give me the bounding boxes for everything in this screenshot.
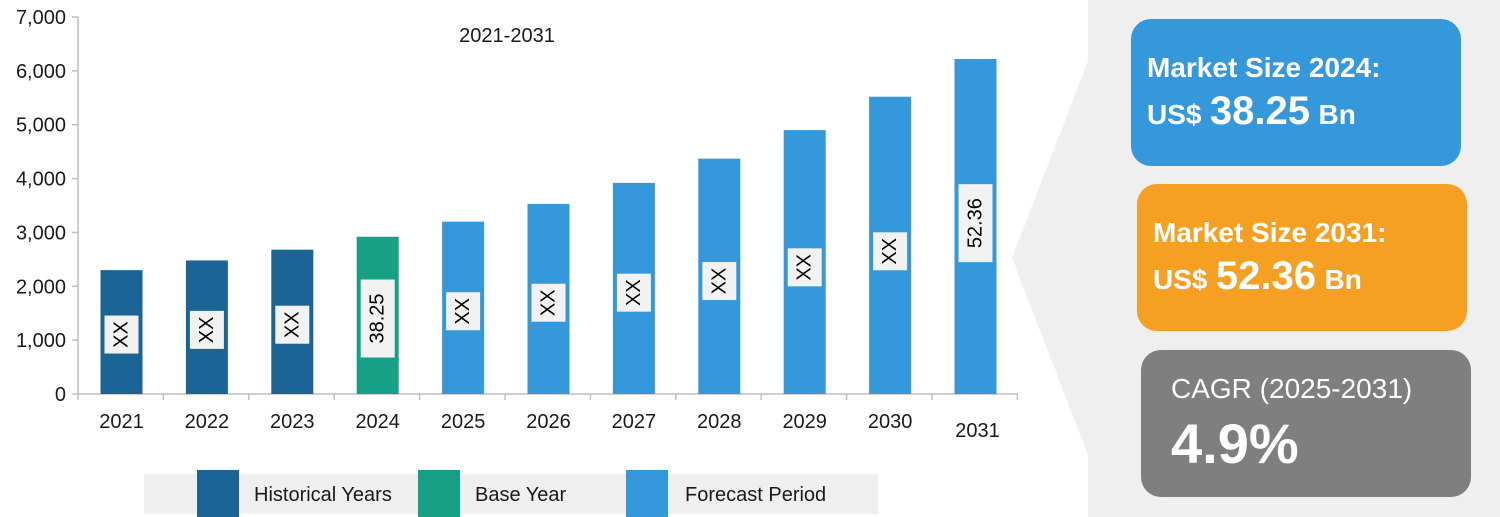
x-tick-label: 2031	[955, 420, 1000, 442]
x-tick-label: 2025	[441, 411, 486, 433]
legend-swatch-base	[418, 470, 460, 517]
legend-label-historical: Historical Years	[254, 484, 392, 506]
legend-background	[144, 474, 878, 514]
data-label-box	[360, 279, 395, 358]
x-tick-label: 2021	[99, 411, 144, 433]
data-label-box	[787, 248, 822, 287]
legend-label-base: Base Year	[475, 484, 567, 506]
bars-group: XX XX XX 38.25 XX XX XX XX XX XX 52.36	[100, 59, 997, 395]
market-size-2031-value: 52.36	[1215, 254, 1317, 298]
cagr-value: 4.9%	[1171, 412, 1299, 475]
chart-title: 2021-2031	[459, 25, 555, 47]
market-size-2024-value: 38.25	[1209, 89, 1311, 133]
x-tick-label: 2030	[868, 411, 913, 433]
x-tick-label: 2029	[782, 411, 827, 433]
data-label-box	[446, 292, 481, 331]
data-label: XX	[538, 289, 560, 316]
data-label-box	[958, 184, 993, 263]
y-axis: 0 1,000 2,000 3,000 4,000 5,000 6,000 7,000	[16, 7, 79, 406]
legend-swatch-forecast	[626, 470, 668, 517]
y-tick-label: 7,000	[16, 7, 66, 29]
legend-swatch-historical	[197, 470, 239, 517]
data-label: XX	[708, 268, 730, 295]
data-label: XX	[794, 254, 816, 281]
data-label-box	[189, 310, 224, 349]
data-label-box	[873, 232, 908, 271]
y-tick-label: 5,000	[16, 115, 66, 137]
data-label-box	[702, 262, 737, 301]
y-tick-label: 4,000	[16, 169, 66, 191]
y-tick-label: 0	[55, 384, 66, 406]
x-tick-label: 2023	[270, 411, 315, 433]
data-label: XX	[452, 298, 474, 325]
data-label: XX	[879, 238, 901, 265]
data-label: 52.36	[965, 198, 987, 248]
market-size-2031-card: Market Size 2031: US$ 52.36 Bn	[1137, 184, 1467, 331]
data-label-box	[531, 283, 566, 322]
cagr-title: CAGR (2025-2031)	[1171, 373, 1413, 404]
x-tick-label: 2028	[697, 411, 742, 433]
market-size-2024-title: Market Size 2024:	[1147, 52, 1381, 83]
chart-legend: Historical Years Base Year Forecast Period	[144, 470, 878, 517]
data-label-box	[104, 315, 139, 354]
data-label: XX	[623, 279, 645, 306]
y-tick-label: 3,000	[16, 222, 66, 244]
market-size-2031-currency: US$	[1153, 264, 1208, 295]
market-size-2024-card: Market Size 2024: US$ 38.25 Bn	[1131, 19, 1461, 166]
market-size-2031-title: Market Size 2031:	[1153, 217, 1387, 248]
data-label: XX	[281, 311, 303, 338]
y-tick-label: 2,000	[16, 276, 66, 298]
x-tick-label: 2024	[355, 411, 400, 433]
cagr-card: CAGR (2025-2031) 4.9%	[1141, 350, 1471, 497]
x-tick-label: 2022	[185, 411, 230, 433]
data-label: XX	[196, 317, 218, 344]
x-axis: 2021 2022 2023 2024 2025 2026 2027 2028 2029 2030…	[77, 393, 1019, 442]
market-size-2031-value-line: US$ 52.36 Bn	[1153, 254, 1467, 299]
data-label: XX	[111, 321, 133, 348]
data-label-box	[616, 273, 651, 312]
y-tick-label: 6,000	[16, 61, 66, 83]
y-tick-label: 1,000	[16, 330, 66, 352]
market-size-2024-value-line: US$ 38.25 Bn	[1147, 89, 1461, 134]
x-tick-label: 2026	[526, 411, 571, 433]
legend-label-forecast: Forecast Period	[685, 484, 826, 506]
market-size-2031-unit: Bn	[1324, 264, 1362, 295]
market-size-2024-currency: US$	[1147, 99, 1202, 130]
x-tick-label: 2027	[612, 411, 657, 433]
market-size-2024-unit: Bn	[1318, 99, 1356, 130]
data-label-box	[275, 305, 310, 344]
data-label: 38.25	[367, 293, 389, 343]
